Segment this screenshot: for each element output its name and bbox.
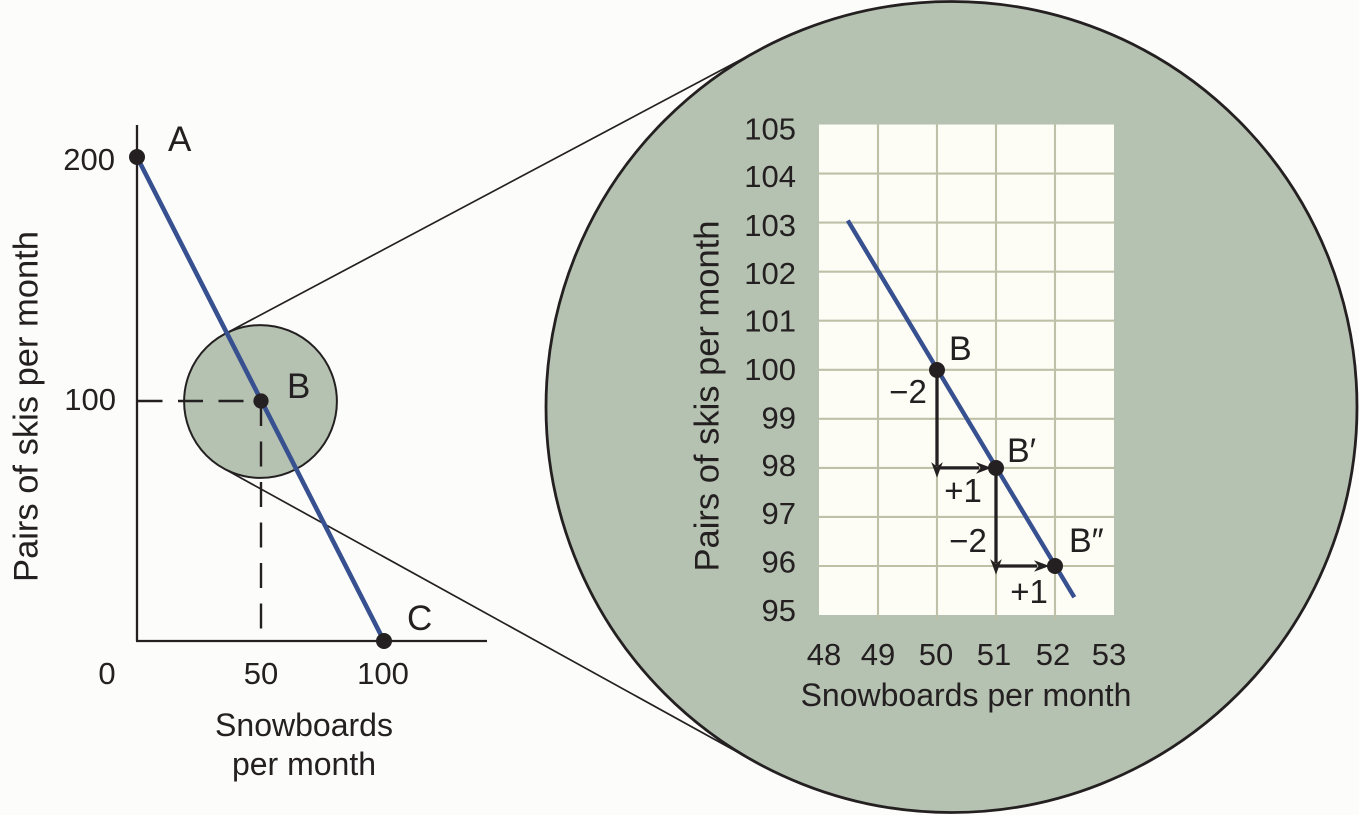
- svg-text:99: 99: [762, 401, 796, 436]
- svg-text:−2: −2: [949, 522, 987, 559]
- svg-text:101: 101: [744, 304, 796, 339]
- svg-text:+1: +1: [1010, 573, 1048, 610]
- svg-text:96: 96: [762, 545, 796, 580]
- svg-text:51: 51: [977, 637, 1011, 672]
- svg-text:53: 53: [1092, 637, 1126, 672]
- svg-text:B″: B″: [1069, 522, 1104, 560]
- svg-text:50: 50: [919, 637, 953, 672]
- svg-text:100: 100: [744, 352, 796, 387]
- svg-text:104: 104: [744, 159, 796, 194]
- svg-text:0: 0: [98, 656, 115, 691]
- svg-text:50: 50: [244, 656, 278, 691]
- svg-text:Snowboards per month: Snowboards per month: [801, 677, 1132, 713]
- svg-text:A: A: [168, 120, 192, 159]
- svg-text:105: 105: [744, 112, 796, 147]
- svg-text:B: B: [949, 330, 972, 368]
- svg-text:97: 97: [762, 496, 796, 531]
- svg-text:95: 95: [762, 593, 796, 628]
- svg-text:49: 49: [861, 637, 895, 672]
- svg-text:per month: per month: [232, 746, 376, 782]
- svg-text:C: C: [407, 599, 432, 638]
- svg-text:B: B: [287, 367, 310, 406]
- svg-text:52: 52: [1036, 637, 1070, 672]
- svg-text:Pairs of skis per month: Pairs of skis per month: [689, 221, 727, 572]
- svg-text:102: 102: [744, 256, 796, 291]
- svg-text:100: 100: [64, 382, 116, 417]
- svg-text:100: 100: [357, 656, 409, 691]
- svg-text:−2: −2: [889, 373, 927, 410]
- svg-text:98: 98: [762, 448, 796, 483]
- svg-text:B′: B′: [1007, 432, 1036, 470]
- svg-text:200: 200: [63, 142, 115, 177]
- svg-text:48: 48: [807, 637, 841, 672]
- svg-text:Pairs of skis per month: Pairs of skis per month: [8, 231, 46, 582]
- svg-text:103: 103: [744, 208, 796, 243]
- svg-text:+1: +1: [944, 472, 982, 509]
- svg-text:Snowboards: Snowboards: [215, 707, 393, 743]
